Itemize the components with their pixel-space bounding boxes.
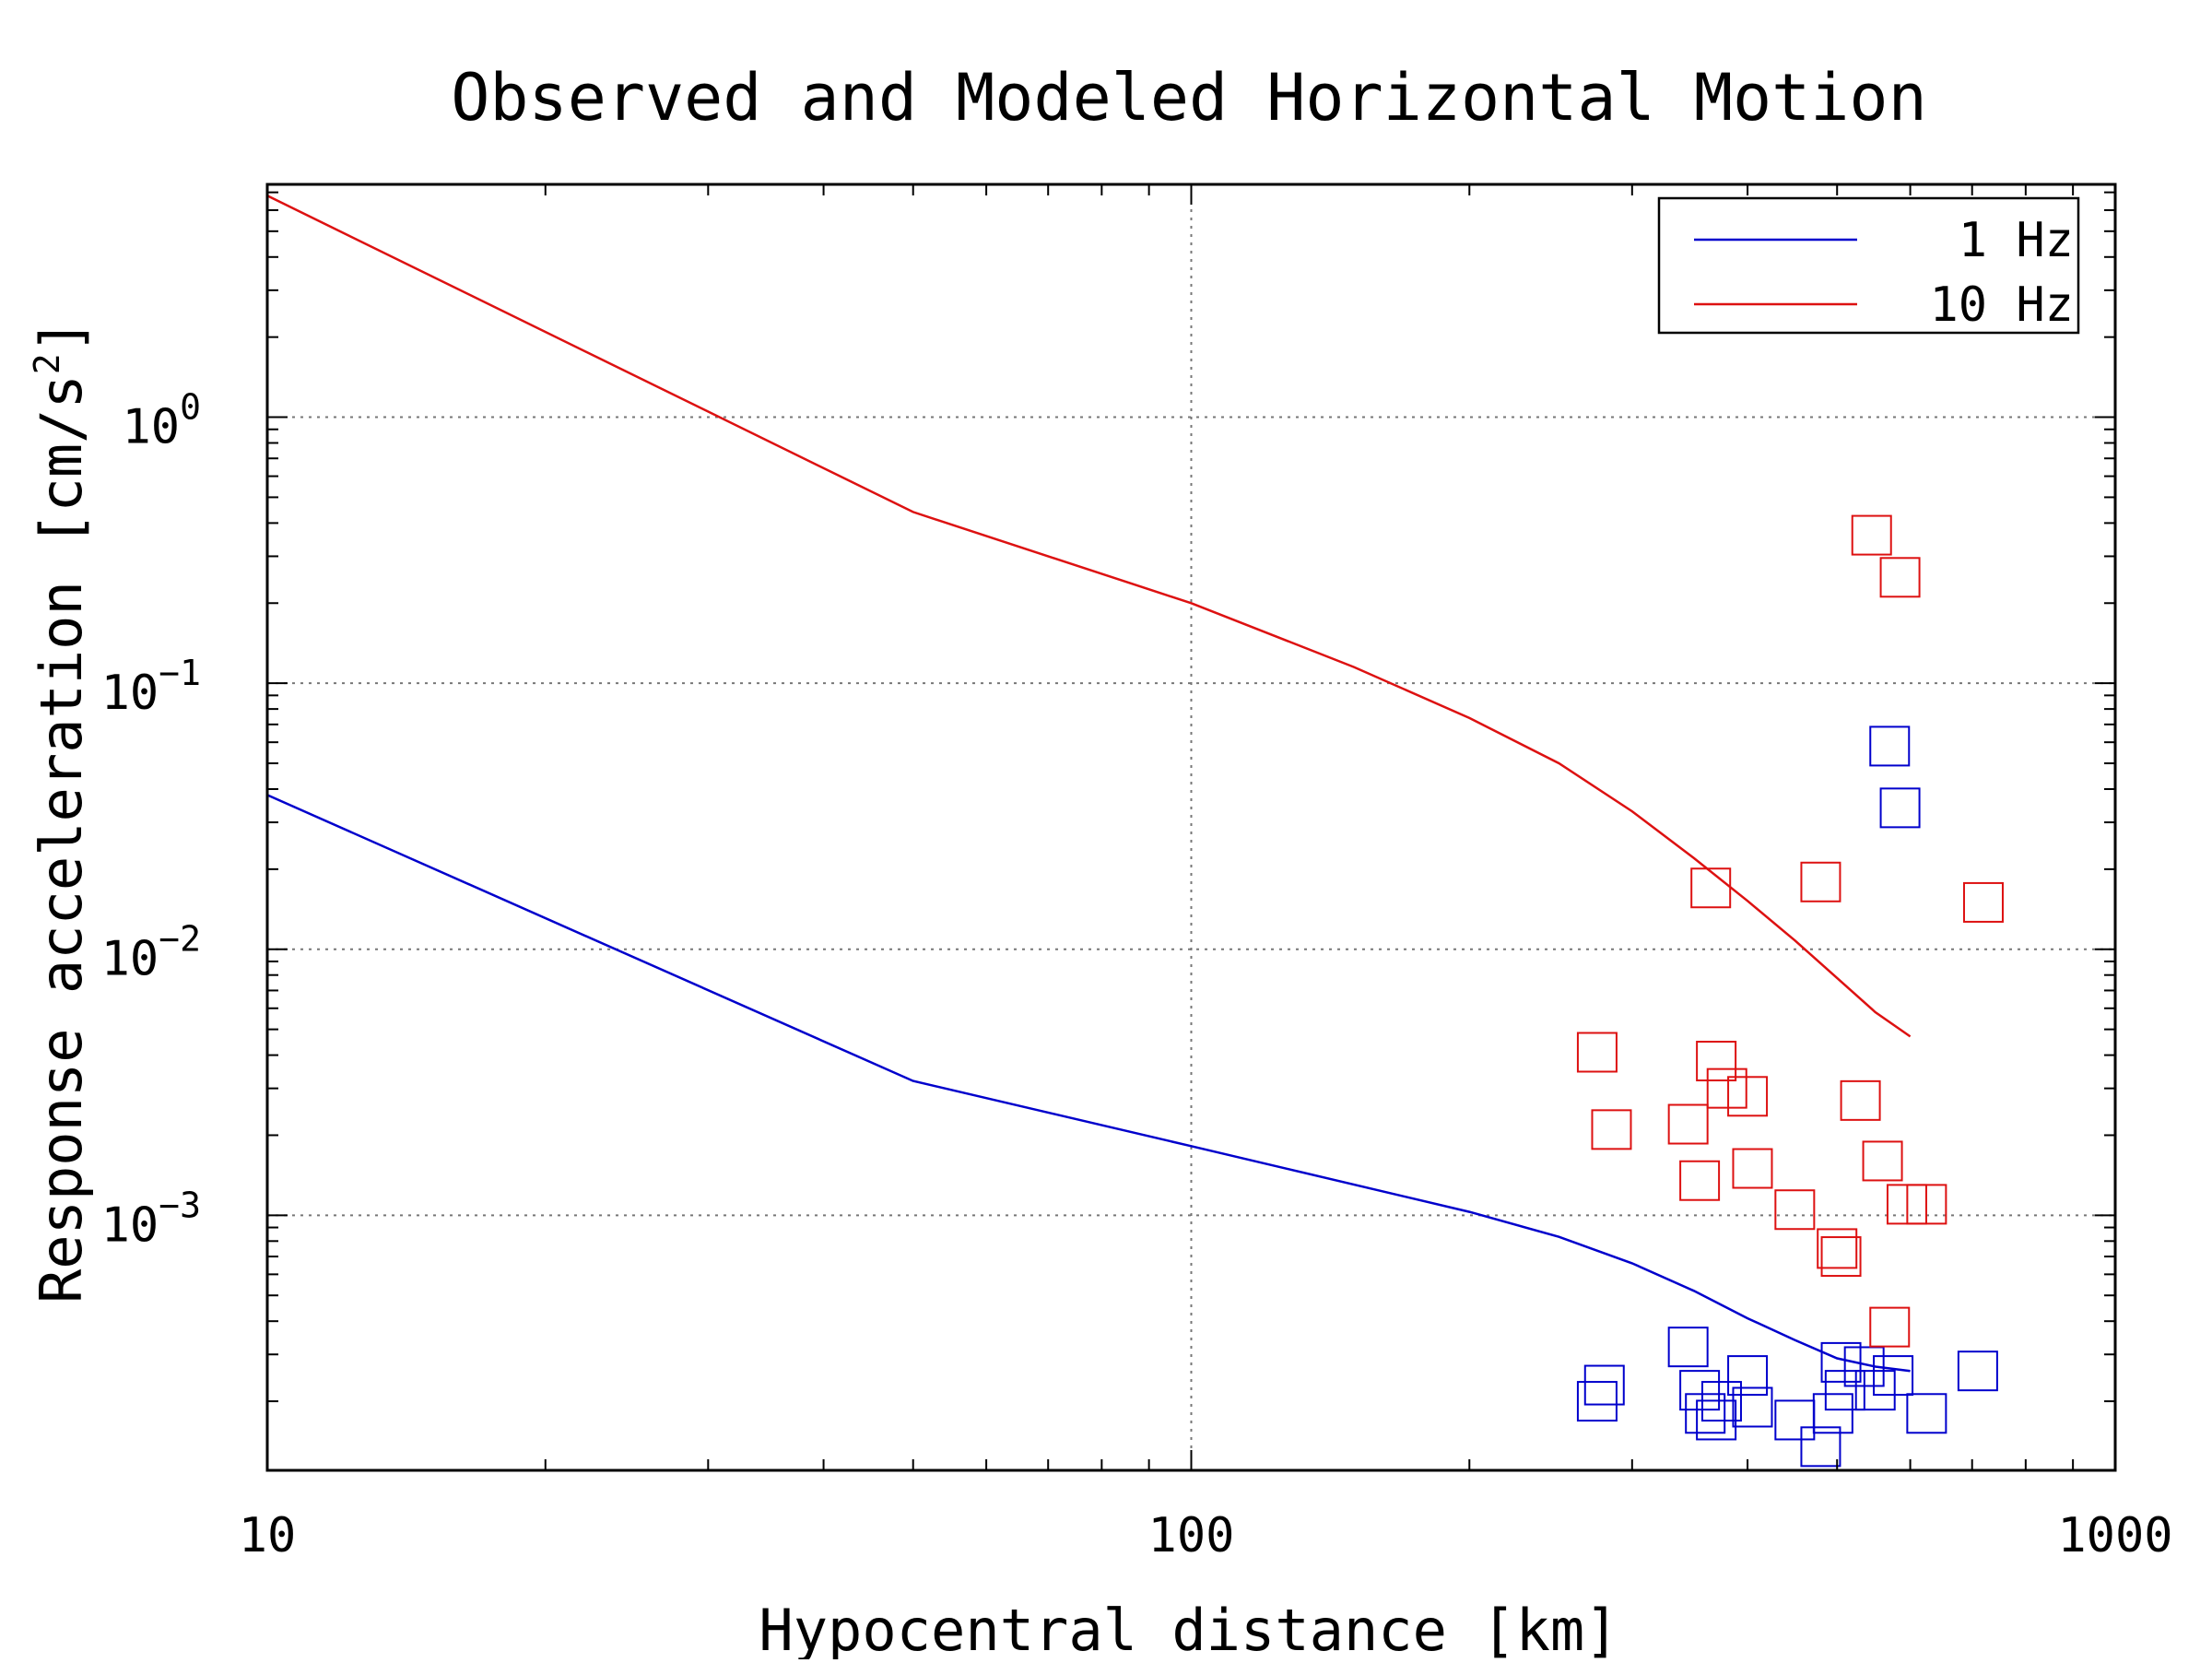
data-point [1957, 1350, 1998, 1392]
data-point [1690, 867, 1732, 909]
y-axis-label-sup: 2 [27, 353, 67, 374]
data-point [1840, 1079, 1881, 1121]
data-point [1706, 1067, 1747, 1109]
data-point [1679, 1370, 1721, 1411]
y-axis-label: Response acceleration [cm/s2] [27, 319, 95, 1303]
legend-box [1657, 196, 2080, 335]
data-point [1732, 1386, 1773, 1428]
data-point [1843, 1346, 1885, 1387]
y-tick-label: 100 [122, 387, 201, 455]
data-point [1667, 1327, 1709, 1368]
data-point [1817, 1228, 1858, 1269]
data-point [1812, 1393, 1853, 1434]
series-line-1 [266, 794, 1911, 1373]
x-tick-label: 10 [239, 1508, 297, 1563]
data-point [1906, 1184, 1947, 1225]
y-axis-label-main: Response acceleration [cm/s [28, 374, 95, 1303]
data-point [1873, 1355, 1914, 1397]
x-tick-label: 1000 [2057, 1508, 2172, 1563]
data-point [1869, 725, 1911, 767]
data-point [1727, 1076, 1769, 1117]
data-point [1774, 1189, 1816, 1231]
data-point [1800, 861, 1841, 902]
data-point [1820, 1236, 1862, 1278]
data-point [1576, 1032, 1618, 1073]
legend: 1 Hz 10 Hz [1657, 196, 2080, 335]
data-point [1851, 514, 1892, 556]
y-tick-label: 10−1 [101, 653, 201, 721]
data-point [1879, 787, 1921, 829]
series-line-2 [266, 195, 1912, 1038]
legend-label: 1 Hz [1959, 213, 2074, 268]
data-point [1727, 1355, 1769, 1397]
data-point [1583, 1364, 1625, 1406]
y-tick-label: 10−3 [101, 1185, 201, 1253]
data-point [1591, 1109, 1632, 1150]
y-tick-label: 10−2 [101, 919, 201, 987]
data-point [1732, 1148, 1773, 1189]
data-point [1869, 1306, 1911, 1348]
y-axis-label-suffix: ] [28, 319, 95, 353]
data-point [1906, 1393, 1947, 1434]
data-point [1800, 1426, 1841, 1468]
chart-title: Observed and Modeled Horizontal Motion [451, 60, 1926, 136]
legend-label: 10 Hz [1929, 277, 2074, 333]
data-point [1879, 557, 1921, 598]
x-tick-label: 100 [1148, 1508, 1235, 1563]
data-point [1696, 1041, 1737, 1082]
x-axis-label: Hypocentral distance [km] [759, 1597, 1618, 1659]
data-point [1576, 1381, 1618, 1422]
data-point [1854, 1370, 1896, 1411]
data-point [1862, 1140, 1903, 1182]
data-point [1667, 1103, 1709, 1145]
data-point [1700, 1381, 1742, 1422]
data-point [1820, 1341, 1862, 1383]
data-point [1962, 881, 2004, 923]
data-point [1685, 1393, 1726, 1434]
data-point [1679, 1160, 1721, 1201]
